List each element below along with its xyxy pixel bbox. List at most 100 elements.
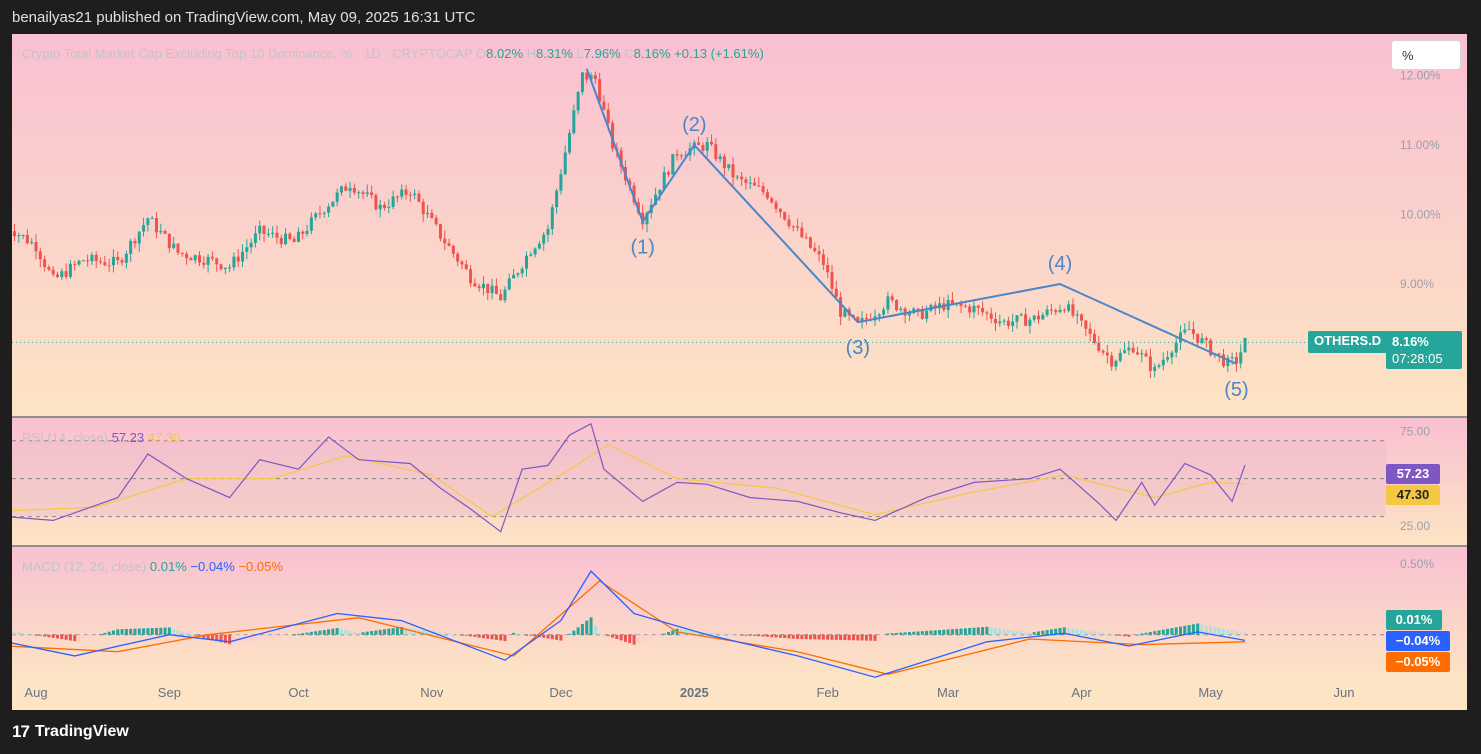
- macd-histogram-bar: [1204, 625, 1208, 635]
- macd-histogram-bar: [920, 631, 924, 635]
- candle-body: [1226, 357, 1230, 367]
- macd-histogram-bar: [176, 630, 180, 635]
- macd-histogram-bar: [331, 628, 335, 635]
- candle-body: [658, 189, 662, 195]
- bar-countdown: 07:28:05: [1392, 351, 1443, 366]
- macd-histogram-bar: [1226, 629, 1230, 635]
- candle-body: [903, 308, 907, 316]
- candle-body: [895, 300, 899, 311]
- macd-histogram-bar: [1191, 624, 1195, 635]
- candle-body: [1011, 321, 1015, 326]
- macd-histogram-bar: [167, 627, 171, 635]
- macd-histogram-bar: [955, 628, 959, 635]
- macd-histogram-bar: [550, 634, 554, 640]
- macd-histogram-bar: [589, 617, 593, 635]
- candle-body: [279, 237, 283, 245]
- macd-histogram-bar: [387, 628, 391, 635]
- macd-histogram-bar: [1049, 629, 1053, 635]
- candle-body: [933, 304, 937, 309]
- macd-pane-background: [12, 547, 1467, 680]
- macd-histogram-bar: [1127, 634, 1131, 637]
- macd-legend: MACD (12, 26, close) 0.01% −0.04% −0.05%: [22, 559, 283, 574]
- macd-histogram-bar: [456, 634, 460, 636]
- macd-histogram-bar: [1170, 628, 1174, 635]
- candle-body: [959, 303, 963, 306]
- tradingview-footer[interactable]: 17 TradingView: [12, 722, 129, 742]
- candle-body: [765, 192, 769, 199]
- footer-brand: TradingView: [34, 723, 129, 740]
- macd-histogram-bar: [993, 628, 997, 635]
- candle-body: [968, 306, 972, 313]
- macd-histogram-bar: [856, 634, 860, 641]
- macd-histogram-bar: [469, 634, 473, 637]
- percent-scale-button[interactable]: %: [1391, 40, 1461, 70]
- candle-body: [989, 313, 993, 319]
- macd-histogram-bar: [111, 630, 115, 635]
- macd-histogram-bar: [107, 631, 111, 635]
- candle-body: [103, 262, 107, 266]
- macd-histogram-bar: [666, 631, 670, 635]
- candle-body: [163, 230, 167, 234]
- candle-body: [271, 232, 275, 234]
- macd-signal-badge: −0.05%: [1386, 652, 1450, 672]
- macd-histogram-bar: [279, 634, 283, 637]
- candle-body: [344, 186, 348, 191]
- macd-histogram-bar: [1011, 630, 1015, 635]
- macd-histogram-bar: [503, 634, 507, 642]
- macd-histogram-bar: [851, 634, 856, 641]
- macd-histogram-bar: [662, 633, 666, 635]
- candle-body: [718, 156, 722, 160]
- macd-histogram-bar: [327, 629, 331, 635]
- macd-histogram-bar: [817, 634, 821, 640]
- price-axis-tick: 10.00%: [1400, 208, 1441, 222]
- candle-body: [322, 212, 326, 214]
- macd-histogram-bar: [1131, 634, 1135, 636]
- macd-histogram-bar: [137, 628, 141, 635]
- macd-histogram-bar: [1080, 629, 1084, 635]
- candle-body: [1037, 315, 1041, 320]
- macd-histogram-bar: [391, 628, 395, 635]
- candle-body: [383, 204, 387, 208]
- macd-histogram-bar: [710, 632, 714, 635]
- candle-body: [598, 79, 602, 102]
- candle-body: [710, 141, 714, 145]
- candle-body: [1187, 329, 1191, 331]
- candle-body: [189, 258, 193, 261]
- macd-histogram-bar: [1118, 634, 1122, 636]
- candle-body: [675, 154, 679, 156]
- macd-histogram-bar: [576, 627, 580, 635]
- macd-histogram-bar: [623, 634, 627, 642]
- macd-histogram-bar: [486, 634, 490, 639]
- candle-body: [331, 201, 335, 207]
- candle-body: [813, 247, 817, 252]
- macd-histogram-bar: [1114, 634, 1118, 636]
- elliott-wave-line: [585, 68, 1237, 365]
- candle-body: [972, 305, 976, 313]
- chart-canvas[interactable]: 12.00% 11.00% 10.00% 9.00% (1) (2) (3) (4) (5) 75…: [12, 34, 1467, 710]
- macd-histogram-bar: [929, 630, 933, 635]
- candle-body: [426, 212, 430, 215]
- macd-histogram-bar: [598, 633, 602, 635]
- macd-histogram-bar: [671, 630, 675, 635]
- macd-histogram-bar: [1071, 628, 1075, 635]
- time-axis-tick: Aug: [24, 685, 47, 700]
- candle-body: [628, 180, 632, 186]
- candle-body: [804, 237, 808, 239]
- candle-body: [185, 253, 189, 259]
- candle-body: [611, 122, 615, 149]
- macd-histogram-bar: [1110, 634, 1114, 636]
- macd-histogram-bar: [546, 634, 550, 639]
- macd-histogram-bar: [305, 632, 309, 635]
- macd-histogram-bar: [916, 631, 920, 635]
- macd-histogram-bar: [804, 634, 808, 640]
- macd-histogram-bar: [47, 634, 51, 638]
- candle-body: [124, 253, 128, 263]
- macd-histogram-bar: [727, 634, 731, 636]
- macd-histogram-bar: [73, 634, 77, 642]
- candle-body: [154, 218, 158, 233]
- macd-histogram-bar: [757, 634, 761, 637]
- candle-body: [1183, 329, 1187, 333]
- candle-body: [253, 233, 257, 243]
- price-pane-background: [12, 34, 1467, 416]
- elliott-wave-label: (4): [1048, 253, 1072, 275]
